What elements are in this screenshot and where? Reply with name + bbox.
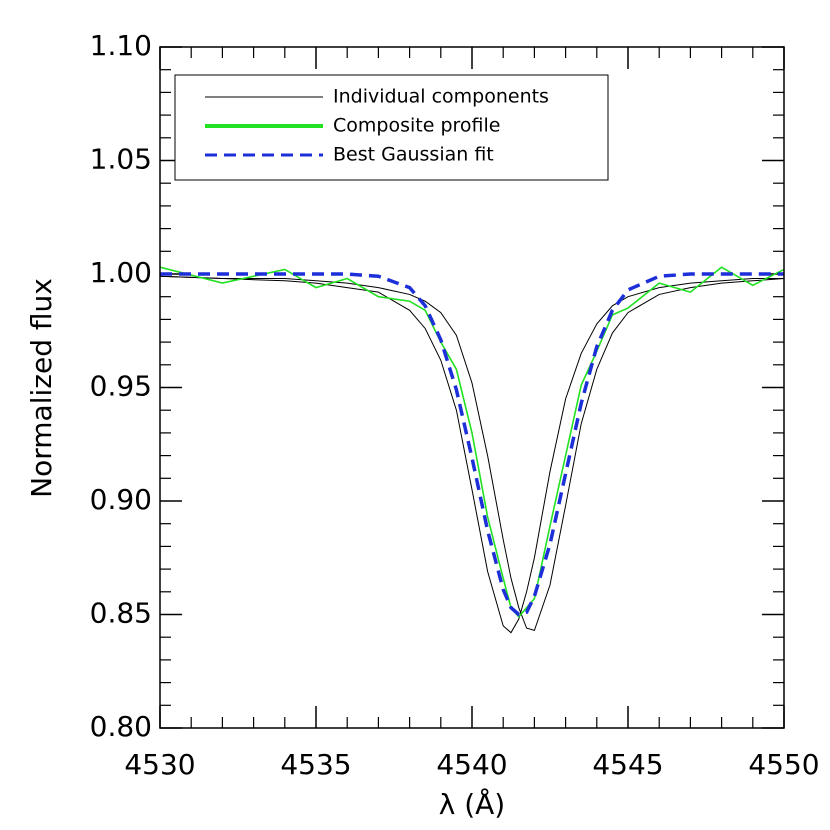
x-tick-label: 4550 <box>748 748 819 781</box>
series-line <box>159 275 784 634</box>
legend: Individual components Composite profile Be… <box>174 74 609 181</box>
series-line <box>159 275 785 632</box>
x-axis-label: λ (Å) <box>439 787 505 821</box>
y-tick-label: 0.80 <box>90 710 152 743</box>
x-tick-label: 4540 <box>436 748 507 781</box>
y-tick-label: 0.90 <box>90 483 152 516</box>
x-tick-label: 4535 <box>280 748 351 781</box>
y-axis-label: Normalized flux <box>25 278 58 498</box>
series-line <box>159 266 785 618</box>
y-tick-label: 0.85 <box>90 597 152 630</box>
legend-label: Best Gaussian fit <box>333 144 494 166</box>
series-line <box>160 272 784 617</box>
y-tick-label: 1.00 <box>90 256 152 289</box>
plot-frame <box>159 46 785 729</box>
x-tick-label: 4545 <box>592 748 663 781</box>
legend-label: Individual components <box>333 86 549 108</box>
legend-label: Composite profile <box>333 115 500 137</box>
y-tick-label: 1.10 <box>90 29 152 62</box>
y-tick-label: 1.05 <box>90 143 152 176</box>
x-tick-label: 4530 <box>124 748 195 781</box>
y-tick-label: 0.95 <box>90 370 152 403</box>
